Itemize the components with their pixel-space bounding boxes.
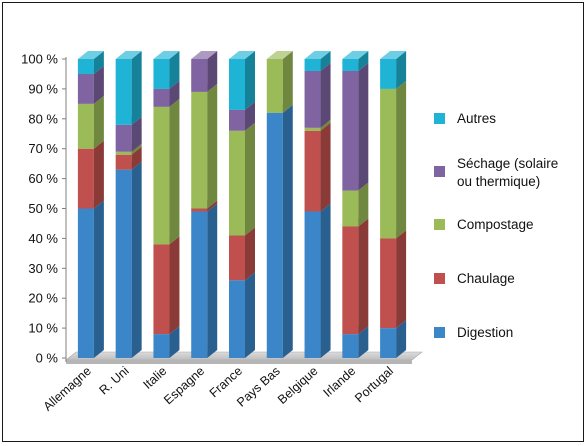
- bar-segment-autres: [342, 51, 369, 71]
- bar-segment-compostage: [153, 98, 180, 245]
- bar-segment-séchage: [191, 51, 218, 92]
- legend-swatch: [434, 219, 445, 230]
- bar-segment-chaulage: [304, 122, 331, 212]
- legend-label: Digestion: [457, 325, 513, 340]
- legend-swatch: [434, 327, 445, 338]
- legend-label: Compostage: [457, 217, 534, 232]
- x-category-label: Espagne: [161, 364, 207, 407]
- bar-segment-chaulage: [153, 236, 180, 335]
- bar-segment-digestion: [191, 203, 218, 358]
- x-category-label: R. Uni: [96, 364, 131, 398]
- bar-segment-digestion: [115, 161, 142, 358]
- legend-item: Compostage: [434, 217, 534, 232]
- legend-swatch: [434, 166, 445, 177]
- legend-item: Séchage (solaire ou thermique): [434, 156, 558, 189]
- bar-segment-autres: [77, 51, 104, 74]
- bar-segment-séchage: [304, 62, 331, 128]
- bar-segment-autres: [115, 51, 142, 125]
- legend-label: Chaulage: [457, 271, 515, 286]
- bar-segment-digestion: [304, 203, 331, 358]
- legend-swatch: [434, 113, 445, 124]
- legend-item: Chaulage: [434, 271, 515, 286]
- y-tick-label: 0 %: [36, 351, 59, 366]
- bar-segment-autres: [153, 51, 180, 89]
- y-tick-label: 70 %: [28, 141, 58, 156]
- bar-segment-chaulage: [342, 218, 369, 335]
- y-tick-label: 90 %: [28, 81, 58, 96]
- bar-segment-autres: [229, 51, 255, 110]
- bar-segment-compostage: [229, 122, 255, 236]
- legend-item: Autres: [434, 111, 496, 126]
- bar-segment-autres: [380, 51, 407, 89]
- bar-segment-digestion: [77, 200, 104, 358]
- y-tick-label: 80 %: [28, 111, 58, 126]
- x-category-label: Allemagne: [41, 364, 94, 414]
- y-tick-label: 50 %: [28, 201, 58, 216]
- x-category-label: Italie: [140, 364, 169, 392]
- y-tick-label: 40 %: [28, 231, 58, 246]
- y-tick-label: 10 %: [28, 321, 58, 336]
- bar-segment-compostage: [266, 51, 293, 113]
- y-tick-label: 30 %: [28, 261, 58, 276]
- legend-swatch: [434, 273, 445, 284]
- x-category-label: Belgique: [275, 364, 321, 407]
- bar-segment-compostage: [380, 80, 407, 239]
- bar-segment-digestion: [266, 104, 293, 358]
- bar-segment-séchage: [342, 62, 369, 191]
- y-tick-label: 100 %: [21, 52, 58, 67]
- y-tick-label: 20 %: [28, 291, 58, 306]
- legend-label: Séchage (solaire ou thermique): [457, 156, 558, 189]
- legend-item: Digestion: [434, 325, 513, 340]
- chart-floor-front: [66, 360, 412, 364]
- bar-segment-compostage: [191, 83, 218, 209]
- bar-segment-chaulage: [77, 140, 104, 209]
- y-tick-label: 60 %: [28, 171, 58, 186]
- bar-segment-chaulage: [380, 230, 407, 329]
- legend-label: Autres: [457, 111, 496, 126]
- x-category-label: Portugal: [352, 364, 396, 406]
- bar-segment-autres: [304, 51, 331, 71]
- bar-segment-digestion: [229, 272, 255, 358]
